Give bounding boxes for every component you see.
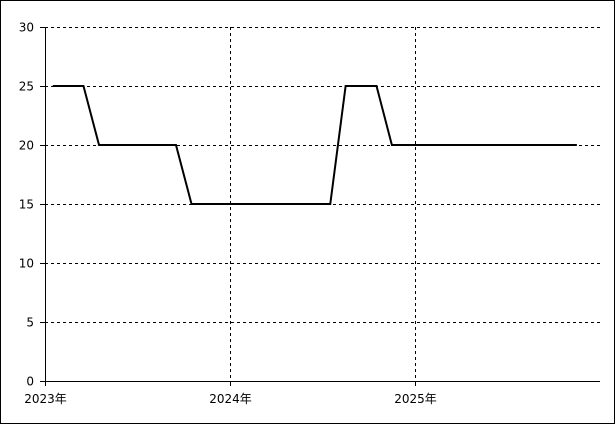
x-tick-label: 2023年 bbox=[24, 392, 67, 406]
x-tick-label: 2025年 bbox=[394, 392, 437, 406]
y-tick-label: 30 bbox=[19, 21, 34, 35]
y-tick-label: 20 bbox=[19, 139, 34, 153]
y-tick-label: 15 bbox=[19, 198, 34, 212]
x-tick-label: 2024年 bbox=[209, 392, 252, 406]
y-tick-label: 25 bbox=[19, 80, 34, 94]
y-tick-label: 0 bbox=[26, 375, 34, 389]
y-tick-label: 10 bbox=[19, 257, 34, 271]
y-tick-label: 5 bbox=[26, 316, 34, 330]
line-series bbox=[52, 85, 577, 205]
